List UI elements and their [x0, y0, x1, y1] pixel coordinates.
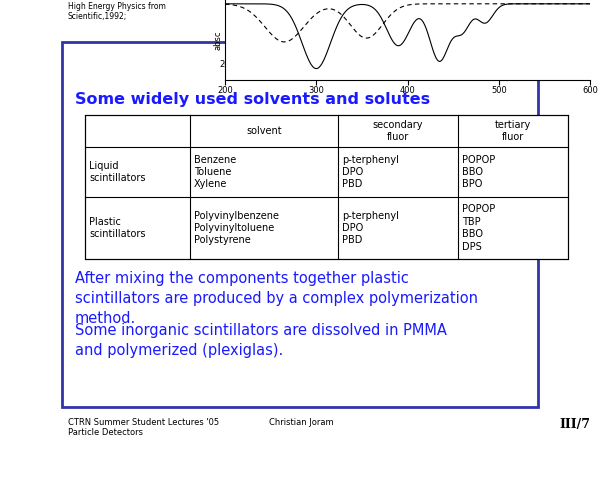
- Text: Particle Detectors: Particle Detectors: [68, 428, 143, 437]
- Text: 300: 300: [297, 60, 313, 69]
- Text: Benzene
Toluene
Xylene: Benzene Toluene Xylene: [194, 155, 236, 189]
- Text: wavelength (nm): wavelength (nm): [369, 72, 447, 81]
- Text: 200: 200: [219, 60, 235, 69]
- Text: Some inorganic scintillators are dissolved in PMMA
and polymerized (plexiglas).: Some inorganic scintillators are dissolv…: [75, 323, 447, 358]
- Text: Liquid
scintillators: Liquid scintillators: [89, 161, 145, 183]
- Text: 500: 500: [454, 60, 470, 69]
- Text: High Energy Physics from
Scientific,1992;: High Energy Physics from Scientific,1992…: [68, 2, 166, 21]
- Text: p-terphenyl
DPO
PBD: p-terphenyl DPO PBD: [342, 211, 399, 246]
- Y-axis label: absc: absc: [213, 30, 223, 50]
- Text: Plastic
scintillators: Plastic scintillators: [89, 217, 145, 239]
- Text: solvent: solvent: [246, 126, 282, 136]
- Bar: [85, 115, 568, 259]
- Text: CTRN Summer Student Lectures '05: CTRN Summer Student Lectures '05: [68, 418, 219, 427]
- Text: Polyvinylbenzene
Polyvinyltoluene
Polystyrene: Polyvinylbenzene Polyvinyltoluene Polyst…: [194, 211, 279, 246]
- Text: tertiary
fluor: tertiary fluor: [495, 120, 531, 142]
- Bar: [62, 42, 538, 407]
- Text: Some widely used solvents and solutes: Some widely used solvents and solutes: [75, 92, 430, 107]
- Text: POPOP
BBO
BPO: POPOP BBO BPO: [462, 155, 495, 189]
- Text: Christian Joram: Christian Joram: [269, 418, 333, 427]
- Text: 400: 400: [375, 60, 391, 69]
- Text: After mixing the components together plastic
scintillators are produced by a com: After mixing the components together pla…: [75, 271, 478, 325]
- Text: POPOP
TBP
BBO
DPS: POPOP TBP BBO DPS: [462, 205, 495, 251]
- Text: secondary
fluor: secondary fluor: [373, 120, 423, 142]
- Text: p-terphenyl
DPO
PBD: p-terphenyl DPO PBD: [342, 155, 399, 189]
- Text: 600: 600: [532, 60, 548, 69]
- Text: III/7: III/7: [559, 418, 590, 431]
